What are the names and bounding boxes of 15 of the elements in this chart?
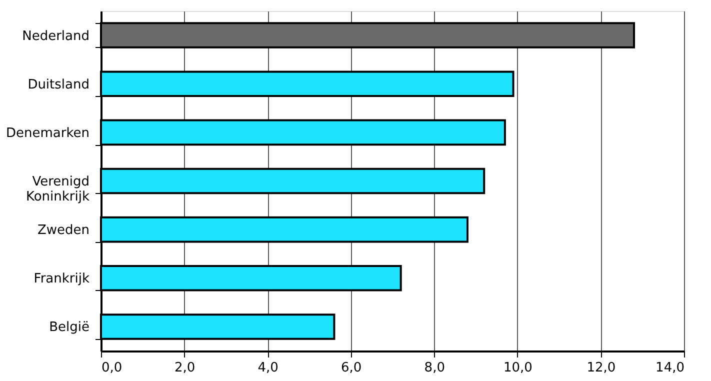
x-tick-label: 4,0 xyxy=(258,360,278,376)
x-tick-label: 8,0 xyxy=(424,360,445,376)
x-tick-label: 0,0 xyxy=(102,360,122,376)
y-tick-label: Verenigd Koninkrijk xyxy=(26,174,90,204)
x-tick-label: 10,0 xyxy=(503,360,532,376)
y-tick-label: Duitsland xyxy=(28,77,90,92)
y-tick-label: België xyxy=(49,320,90,336)
x-tick-label: 12,0 xyxy=(586,360,616,376)
y-tick-label: Denemarken xyxy=(6,126,90,141)
y-tick-label: Zweden xyxy=(37,223,90,238)
y-tick-label: Frankrijk xyxy=(34,272,90,287)
x-tick-label: 2,0 xyxy=(174,360,196,376)
y-tick-label: Nederland xyxy=(22,28,90,44)
x-tick-label: 14,0 xyxy=(656,360,684,376)
x-tick-label: 6,0 xyxy=(341,360,362,376)
